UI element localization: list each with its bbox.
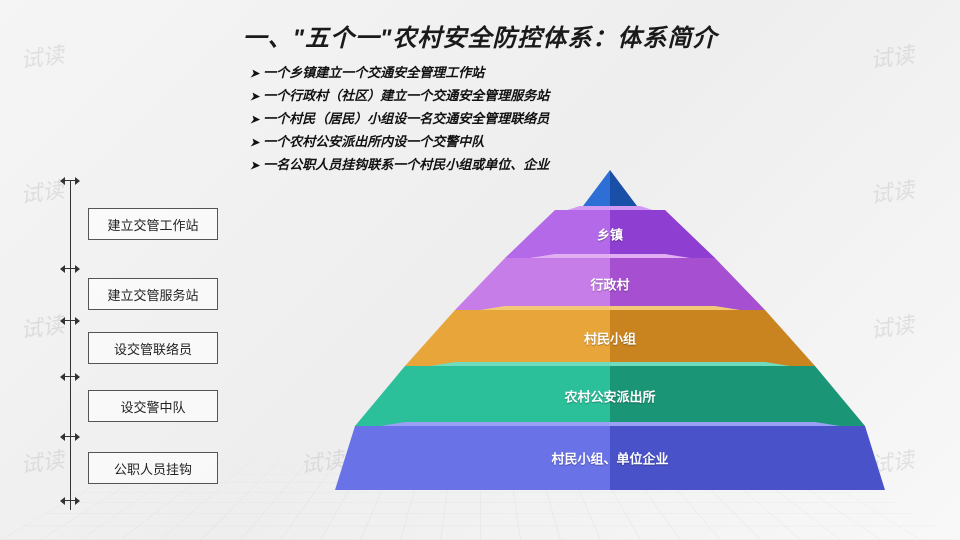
pyramid-layer: 乡镇 (555, 210, 665, 258)
row-label: 公职人员挂钩 (88, 452, 218, 484)
pyramid-layer: 村民小组 (455, 310, 765, 366)
bullet-item: 一个行政村（社区）建立一个交通安全管理服务站 (250, 85, 900, 104)
pyramid-layer-label: 行政村 (505, 275, 715, 294)
axis-tick (64, 500, 76, 501)
row-label: 建立交管服务站 (88, 278, 218, 310)
pyramid-layer-label: 村民小组、单位企业 (355, 449, 865, 468)
row-label: 建立交管工作站 (88, 208, 218, 240)
pyramid-layer-label: 农村公安派出所 (405, 387, 815, 406)
watermark: 试读 (18, 307, 66, 345)
watermark: 试读 (18, 442, 66, 480)
pyramid-layer: 村民小组、单位企业 (355, 426, 865, 490)
watermark: 试读 (18, 172, 66, 210)
pyramid-layer-label: 乡镇 (555, 225, 665, 244)
pyramid-diagram: 建立交管工作站建立交管服务站设交管联络员设交警中队公职人员挂钩 乡镇行政村村民小… (70, 180, 900, 520)
bullet-item: 一个农村公安派出所内设一个交警中队 (250, 131, 900, 150)
pyramid-layer-label: 村民小组 (455, 329, 765, 348)
page-title: 一、"五个一"农村安全防控体系：体系简介 (0, 18, 960, 53)
row-label: 设交警中队 (88, 390, 218, 422)
pyramid: 乡镇行政村村民小组农村公安派出所村民小组、单位企业 (360, 170, 860, 510)
bullet-item: 一个乡镇建立一个交通安全管理工作站 (250, 62, 900, 81)
pyramid-layer: 行政村 (505, 258, 715, 310)
pyramid-layer: 农村公安派出所 (405, 366, 815, 426)
row-label: 设交管联络员 (88, 332, 218, 364)
bullet-list: 一个乡镇建立一个交通安全管理工作站一个行政村（社区）建立一个交通安全管理服务站一… (250, 62, 900, 177)
bullet-item: 一个村民（居民）小组设一名交通安全管理联络员 (250, 108, 900, 127)
